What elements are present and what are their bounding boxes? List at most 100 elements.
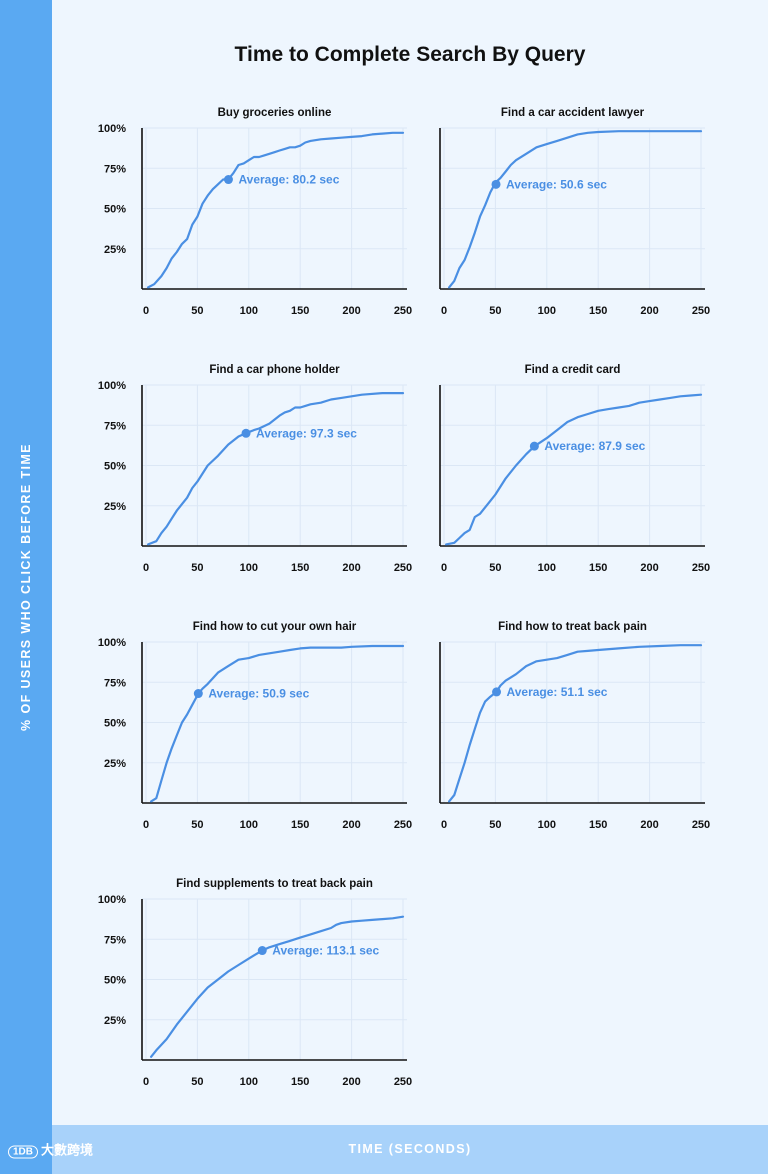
series-line	[147, 392, 405, 546]
x-tick-label: 150	[291, 819, 309, 831]
x-tick-label: 100	[538, 562, 556, 574]
watermark: 1DB 大數跨境	[8, 1140, 93, 1159]
watermark-text: 大數跨境	[41, 1142, 94, 1158]
average-marker	[529, 441, 539, 451]
x-tick-label: 0	[441, 562, 447, 574]
series-line	[448, 130, 703, 289]
average-label: Average: 97.3 sec	[256, 426, 357, 440]
x-tick-label: 250	[692, 305, 710, 317]
chart-title: Find how to treat back pain	[498, 621, 647, 633]
left-band	[0, 0, 52, 1174]
x-tick-label: 100	[538, 819, 556, 831]
x-tick-label: 200	[640, 819, 658, 831]
x-tick-label: 50	[489, 305, 501, 317]
x-tick-label: 150	[291, 1076, 309, 1088]
chart-panel-3: Find a car phone holder 0 50 100 150 200 250 25…	[98, 364, 412, 574]
chart-panel-5: Find how to cut your own hair 0 50 100 150 20…	[98, 621, 412, 831]
chart-title: Find how to cut your own hair	[193, 621, 357, 633]
chart-title: Buy groceries online	[218, 107, 332, 119]
x-tick-label: 100	[240, 819, 258, 831]
x-tick-label: 200	[342, 562, 360, 574]
x-tick-label: 250	[692, 819, 710, 831]
y-tick-label: 75%	[104, 677, 126, 689]
y-tick-label: 25%	[104, 1015, 126, 1027]
x-tick-label: 200	[640, 562, 658, 574]
x-tick-label: 50	[191, 1076, 203, 1088]
series-line	[150, 915, 405, 1058]
y-tick-label: 25%	[104, 758, 126, 770]
y-tick-label: 100%	[98, 894, 126, 906]
average-label: Average: 87.9 sec	[544, 439, 645, 453]
series-line	[150, 644, 405, 803]
average-label: Average: 50.9 sec	[208, 687, 309, 701]
x-tick-label: 100	[240, 305, 258, 317]
bottom-band	[52, 1125, 768, 1174]
x-axis-title: TIME (SECONDS)	[348, 1142, 472, 1156]
x-tick-label: 200	[640, 305, 658, 317]
chart-title: Find a credit card	[525, 364, 621, 376]
x-tick-label: 0	[441, 819, 447, 831]
x-tick-label: 50	[191, 305, 203, 317]
y-tick-label: 100%	[98, 637, 126, 649]
y-tick-label: 50%	[104, 204, 126, 216]
x-tick-label: 50	[191, 819, 203, 831]
y-tick-label: 25%	[104, 244, 126, 256]
x-tick-label: 150	[589, 819, 607, 831]
x-tick-label: 0	[143, 819, 149, 831]
average-marker	[257, 946, 267, 956]
x-tick-label: 100	[240, 1076, 258, 1088]
chart-panel-2: Find a car accident lawyer 0 50 100 150 200 25…	[439, 107, 710, 317]
average-label: Average: 80.2 sec	[238, 173, 339, 187]
x-tick-label: 150	[291, 562, 309, 574]
x-tick-label: 250	[394, 819, 412, 831]
x-tick-label: 250	[692, 562, 710, 574]
average-marker	[492, 687, 502, 697]
chart-title: Find supplements to treat back pain	[176, 878, 373, 890]
average-marker	[491, 179, 501, 189]
average-marker	[223, 175, 233, 185]
x-tick-label: 250	[394, 562, 412, 574]
x-tick-label: 200	[342, 819, 360, 831]
x-tick-label: 50	[191, 562, 203, 574]
x-tick-label: 200	[342, 1076, 360, 1088]
chart-panel-4: Find a credit card 0 50 100 150 200 250 Average…	[439, 364, 710, 574]
y-tick-label: 100%	[98, 380, 126, 392]
x-tick-label: 250	[394, 1076, 412, 1088]
average-label: Average: 50.6 sec	[506, 177, 607, 191]
x-tick-label: 150	[589, 562, 607, 574]
x-tick-label: 250	[394, 305, 412, 317]
y-tick-label: 75%	[104, 934, 126, 946]
y-tick-label: 25%	[104, 501, 126, 513]
average-label: Average: 113.1 sec	[272, 944, 379, 958]
average-label: Average: 51.1 sec	[507, 685, 608, 699]
y-tick-label: 50%	[104, 975, 126, 987]
chart-title: Find a car phone holder	[209, 364, 340, 376]
series-line	[147, 131, 405, 289]
chart-title: Find a car accident lawyer	[501, 107, 645, 119]
x-tick-label: 50	[489, 562, 501, 574]
average-marker	[241, 428, 251, 438]
chart-panel-7: Find supplements to treat back pain 0 50 10…	[98, 878, 412, 1088]
x-tick-label: 100	[240, 562, 258, 574]
x-tick-label: 0	[143, 562, 149, 574]
y-tick-label: 50%	[104, 718, 126, 730]
x-tick-label: 50	[489, 819, 501, 831]
chart-panel-1: Buy groceries online 0 50 100 150 200 250 25% 50…	[98, 107, 412, 317]
y-tick-label: 75%	[104, 163, 126, 175]
x-tick-label: 200	[342, 305, 360, 317]
x-tick-label: 0	[441, 305, 447, 317]
page-title: Time to Complete Search By Query	[234, 43, 586, 66]
y-tick-label: 100%	[98, 123, 126, 135]
series-line	[448, 644, 703, 803]
x-tick-label: 0	[143, 305, 149, 317]
chart-panel-6: Find how to treat back pain 0 50 100 150 200 2…	[439, 621, 710, 831]
x-tick-label: 0	[143, 1076, 149, 1088]
x-tick-label: 150	[589, 305, 607, 317]
x-tick-label: 150	[291, 305, 309, 317]
y-tick-label: 75%	[104, 420, 126, 432]
series-line	[445, 393, 703, 546]
y-tick-label: 50%	[104, 461, 126, 473]
x-tick-label: 100	[538, 305, 556, 317]
watermark-logo: 1DB	[8, 1145, 39, 1159]
